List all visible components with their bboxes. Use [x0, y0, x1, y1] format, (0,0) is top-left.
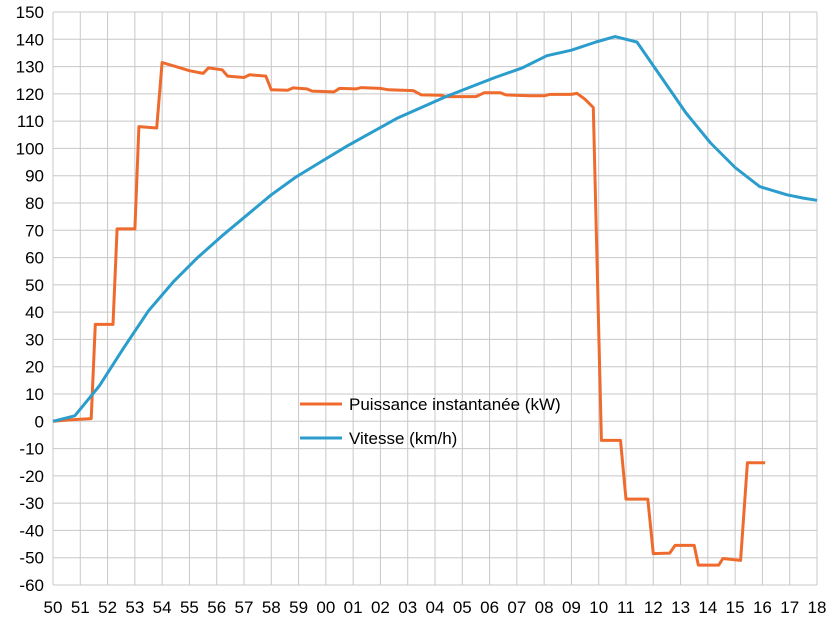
y-tick-label: -50 [19, 549, 44, 568]
x-tick-label: 12 [644, 598, 663, 617]
x-tick-label: 54 [153, 598, 172, 617]
x-tick-label: 51 [71, 598, 90, 617]
y-tick-label: 140 [16, 30, 44, 49]
y-tick-label: 50 [25, 276, 44, 295]
legend: Puissance instantanée (kW) Vitesse (km/h… [300, 395, 561, 448]
x-tick-label: 08 [535, 598, 554, 617]
y-tick-label: 10 [25, 385, 44, 404]
x-tick-label: 11 [617, 598, 635, 617]
y-tick-label: 120 [16, 85, 44, 104]
x-tick-label: 01 [344, 598, 363, 617]
y-tick-label: 100 [16, 139, 44, 158]
y-tick-label: 110 [17, 112, 44, 131]
x-tick-label: 56 [207, 598, 226, 617]
y-tick-label: -60 [19, 576, 44, 595]
series-line-1 [52, 35, 818, 423]
x-tick-label: 00 [316, 598, 335, 617]
series-layer [52, 35, 818, 567]
x-tick-label: 09 [562, 598, 581, 617]
y-tick-label: 30 [25, 330, 44, 349]
x-tick-label: 13 [671, 598, 690, 617]
y-axis-ticks: 1501401301201101009080706050403020100-10… [16, 3, 44, 595]
y-tick-label: 40 [25, 303, 44, 322]
x-tick-label: 14 [698, 598, 717, 617]
x-tick-label: 15 [726, 598, 745, 617]
legend-label-power: Puissance instantanée (kW) [349, 395, 561, 414]
x-tick-label: 10 [589, 598, 608, 617]
y-tick-label: 130 [16, 58, 44, 77]
x-tick-label: 03 [398, 598, 417, 617]
x-tick-label: 06 [480, 598, 499, 617]
x-axis-ticks: 50 51 52 53 54 55 56 57 58 59 00 01 02 03 04 05 06 07 08 09… [44, 598, 827, 617]
y-tick-label: 0 [35, 412, 44, 431]
x-tick-label: 18 [808, 598, 827, 617]
legend-label-speed: Vitesse (km/h) [349, 429, 457, 448]
y-tick-label: -30 [19, 494, 44, 513]
x-tick-label: 59 [289, 598, 308, 617]
x-tick-label: 58 [262, 598, 281, 617]
y-tick-label: 80 [25, 194, 44, 213]
x-tick-label: 04 [426, 598, 445, 617]
x-tick-label: 55 [180, 598, 199, 617]
x-tick-label: 16 [753, 598, 772, 617]
y-tick-label: 70 [25, 221, 44, 240]
x-tick-label: 52 [98, 598, 117, 617]
series-line-0 [52, 61, 766, 567]
x-tick-label: 17 [780, 598, 799, 617]
x-tick-label: 50 [44, 598, 63, 617]
x-tick-label: 57 [235, 598, 254, 617]
grid-layer [52, 11, 818, 586]
x-tick-label: 53 [125, 598, 144, 617]
x-tick-label: 02 [371, 598, 390, 617]
x-tick-label: 07 [507, 598, 526, 617]
y-tick-label: -20 [19, 467, 44, 486]
y-tick-label: 20 [25, 358, 44, 377]
y-tick-label: -10 [19, 440, 44, 459]
y-tick-label: 90 [25, 167, 44, 186]
y-tick-label: -40 [19, 521, 44, 540]
x-tick-label: 05 [453, 598, 472, 617]
y-tick-label: 150 [16, 3, 44, 22]
y-tick-label: 60 [25, 249, 44, 268]
